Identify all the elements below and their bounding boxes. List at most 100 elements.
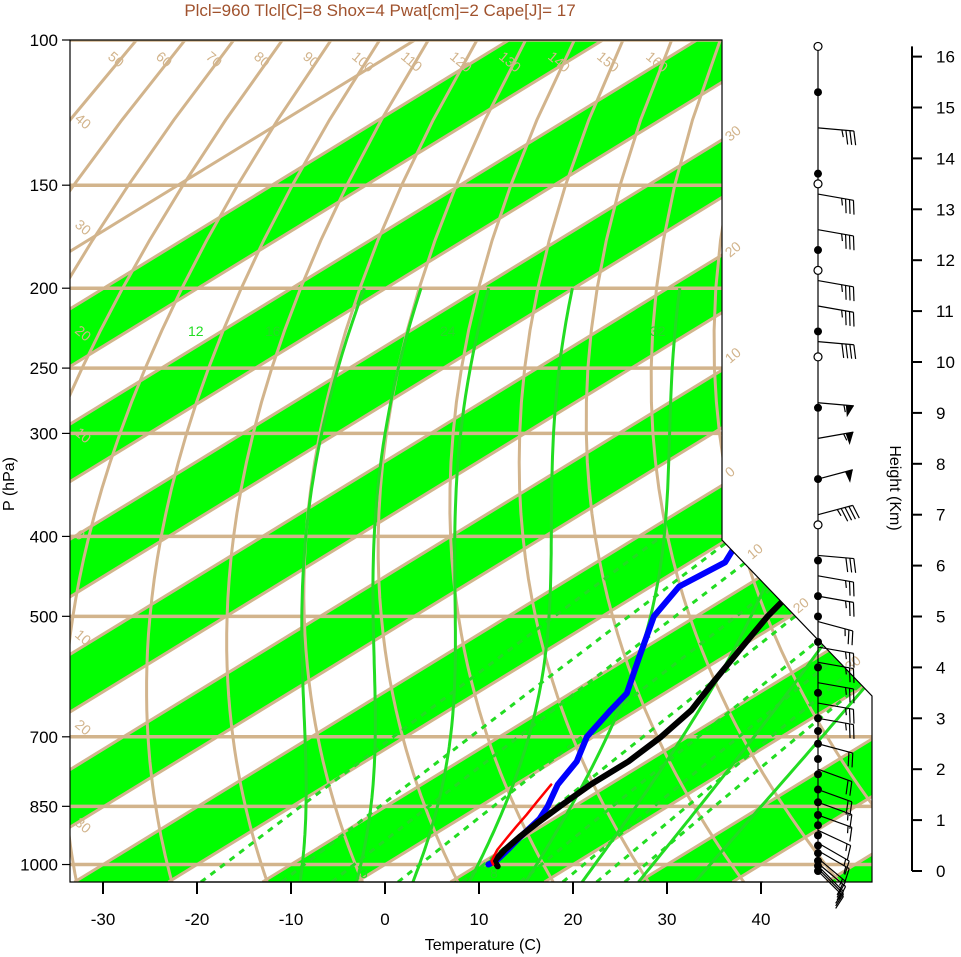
height-tick-label: 0	[936, 862, 945, 881]
wind-open-dot	[813, 520, 823, 530]
x-axis-label: Temperature (C)	[425, 937, 541, 954]
wind-barb	[817, 682, 855, 704]
pressure-tick-label: 200	[30, 279, 58, 298]
parcel-line	[490, 783, 553, 866]
isotherm-line	[70, 40, 872, 882]
pressure-tick-label: 300	[30, 424, 58, 443]
pressure-tick-label: 1000	[20, 856, 58, 875]
wind-barb	[817, 575, 855, 597]
theta-label: 80	[251, 48, 273, 70]
wind-barb	[817, 702, 855, 724]
dry-adiabat-line	[70, 40, 333, 882]
y-axis-label: P (hPa)	[1, 457, 18, 511]
height-tick-label: 11	[936, 302, 954, 321]
wind-dot	[814, 727, 822, 736]
theta-label: 90	[300, 48, 322, 70]
height-tick-label: 15	[936, 99, 955, 118]
dry-adiabat-line	[302, 40, 479, 882]
moist-adiabat-line	[467, 287, 574, 882]
wind-barb	[817, 554, 857, 573]
wind-barb	[817, 829, 852, 860]
wind-dot	[814, 637, 822, 646]
wind-barb	[817, 814, 853, 842]
isotherm-band	[70, 40, 872, 882]
isotherm-label: 10	[744, 540, 766, 562]
theta-label: 60	[153, 48, 175, 70]
wind-dot	[814, 821, 822, 830]
wind-barb	[817, 341, 857, 360]
pressure-tick-label: 100	[30, 31, 58, 50]
dry-adiabat-line	[225, 40, 430, 882]
isotherm-label: 10	[722, 344, 744, 366]
mixing-ratio-label: 32	[650, 323, 666, 339]
wind-dot	[814, 327, 822, 336]
height-tick-label: 4	[936, 658, 945, 677]
theta-label: 50	[105, 48, 127, 70]
height-tick-label: 8	[936, 455, 945, 474]
isotherm-line	[70, 40, 604, 882]
x-tick-label: 10	[470, 910, 489, 929]
wind-barb	[817, 743, 854, 768]
wind-barb	[817, 305, 855, 327]
wind-barb	[817, 661, 855, 683]
wind-dot	[814, 246, 822, 255]
moist-adiabat-line	[693, 287, 872, 882]
pressure-tick-label: 700	[30, 728, 58, 747]
dry-adiabat-line	[70, 40, 284, 882]
isotherm-label: 20	[722, 238, 744, 260]
mixing-ratio-label: 16	[265, 323, 281, 339]
isotherm-band	[70, 40, 603, 882]
height-tick-label: 9	[936, 404, 945, 423]
isotherm-line	[261, 40, 872, 882]
x-tick-label: 0	[380, 910, 389, 929]
isotherm-label: 0	[722, 463, 738, 480]
isotherm-line	[70, 40, 792, 882]
isotherm-line	[70, 40, 510, 882]
wind-barb	[817, 193, 855, 215]
isotherm-band	[70, 40, 791, 882]
wind-dot	[814, 849, 822, 858]
theta-label: 70	[203, 48, 225, 70]
moist-adiabat-line	[637, 287, 872, 882]
height-tick-label: 14	[936, 149, 955, 168]
wind-dot	[814, 755, 822, 764]
wind-dot	[814, 841, 822, 850]
isotherm-label: 30	[72, 216, 94, 238]
wind-dot	[814, 663, 822, 672]
x-tick-label: -20	[185, 910, 210, 929]
mixing-ratio-label: 24	[440, 323, 456, 339]
isotherm-line	[70, 40, 872, 882]
height-tick-label: 3	[936, 709, 945, 728]
moist-adiabat-line	[411, 287, 491, 882]
wind-dot	[814, 688, 822, 697]
mixing-ratio-line	[199, 535, 663, 882]
wind-dot	[814, 403, 822, 412]
height-tick-label: 6	[936, 557, 945, 576]
frame-layer	[69, 39, 873, 883]
mixing-ratio-label: 3	[360, 865, 368, 881]
dry-adiabat-line	[712, 40, 872, 882]
mixing-ratio-line	[397, 535, 841, 882]
wind-barb	[817, 504, 860, 522]
height-tick-label: 13	[936, 200, 955, 219]
wind-open-dot	[813, 352, 823, 362]
wind-open-dot	[813, 179, 823, 189]
wind-barb	[817, 431, 854, 445]
isotherm-line	[543, 40, 872, 882]
wind-barb	[817, 469, 853, 483]
height-axis-label: Height (Km)	[886, 445, 903, 530]
dry-adiabat-line	[448, 40, 576, 882]
mixing-ratio-line	[595, 535, 872, 882]
dry-adiabat-line	[649, 40, 841, 882]
height-tick-label: 16	[936, 48, 955, 67]
wind-dot	[814, 831, 822, 840]
wind-open-dot	[813, 265, 823, 275]
wind-open-dot	[813, 41, 823, 52]
pressure-tick-label: 850	[30, 797, 58, 816]
height-tick-label: 7	[936, 506, 945, 525]
wind-barb	[817, 646, 855, 668]
wind-barb	[817, 229, 855, 251]
